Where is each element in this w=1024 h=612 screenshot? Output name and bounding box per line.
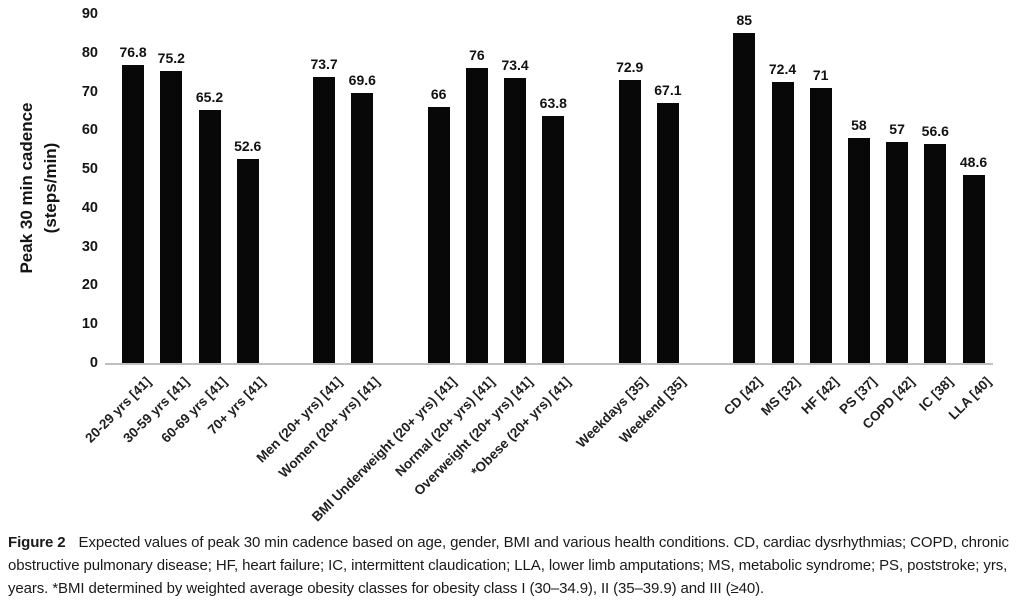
y-tick-label: 50: [81, 161, 98, 178]
y-tick-label: 60: [81, 122, 98, 139]
bar-value-label: 73.4: [501, 57, 529, 74]
bar: [733, 33, 756, 363]
bar: [962, 174, 985, 363]
bar-value-label: 85: [736, 12, 753, 29]
bar: [618, 80, 641, 363]
bar: [656, 102, 679, 363]
bar: [771, 82, 794, 363]
y-tick-label: 10: [81, 316, 98, 333]
bar-value-label: 76.8: [119, 44, 147, 61]
y-axis-title-line1: Peak 30 min cadence: [17, 102, 36, 274]
bar: [427, 107, 450, 363]
bar: [236, 159, 259, 363]
y-tick-label: 80: [81, 44, 98, 61]
bar-value-label: 76: [469, 47, 485, 64]
bar-value-label: 66: [430, 86, 447, 103]
bar-value-label: 52.6: [234, 138, 262, 155]
x-category-label: MS [32]: [758, 374, 804, 419]
bar: [313, 77, 336, 363]
bar: [351, 93, 374, 363]
y-tick-label: 90: [81, 6, 98, 22]
bar: [198, 110, 221, 363]
figure-caption-label: Figure 2: [8, 534, 66, 551]
bar-value-label: 58: [851, 117, 867, 134]
bar: [122, 65, 145, 363]
y-tick-label: 20: [81, 277, 98, 294]
bar-value-label: 72.9: [616, 59, 644, 76]
bar-value-label: 67.1: [654, 81, 682, 98]
bar: [504, 78, 527, 363]
bar: [542, 115, 565, 363]
bar: [809, 87, 832, 363]
x-category-label: 20-29 yrs [41]: [82, 374, 154, 446]
bar-value-label: 73.7: [310, 56, 338, 73]
bar: [924, 143, 947, 363]
x-category-label: CD [42]: [720, 374, 765, 419]
y-tick-label: 40: [81, 199, 98, 216]
y-tick-label: 0: [89, 355, 98, 371]
bar-value-label: 69.6: [348, 72, 376, 89]
bar-value-label: 57: [889, 120, 905, 137]
bar-value-label: 71: [812, 66, 829, 83]
bar-value-label: 65.2: [195, 89, 224, 106]
bar-value-label: 75.2: [157, 50, 185, 67]
bar: [160, 71, 183, 363]
y-tick-label: 70: [81, 83, 98, 100]
x-category-label: HF [42]: [798, 374, 842, 417]
bar-value-label: 72.4: [768, 61, 797, 78]
bar-chart-plot-area: Peak 30 min cadence (steps/min) 0 10 20 30 4…: [17, 6, 994, 524]
figure-caption-text: Expected values of peak 30 min cadence b…: [8, 534, 1009, 597]
y-tick-label: 30: [81, 238, 98, 255]
bar-value-label: 63.8: [539, 94, 567, 111]
bar: [886, 141, 909, 363]
bar-value-label: 56.6: [921, 122, 949, 139]
bar-value-label: 48.6: [959, 153, 988, 170]
bar: [847, 138, 870, 363]
x-axis-line: [105, 363, 993, 365]
bar: [465, 68, 488, 363]
figure-caption: Figure 2 Expected values of peak 30 min c…: [8, 531, 1020, 600]
